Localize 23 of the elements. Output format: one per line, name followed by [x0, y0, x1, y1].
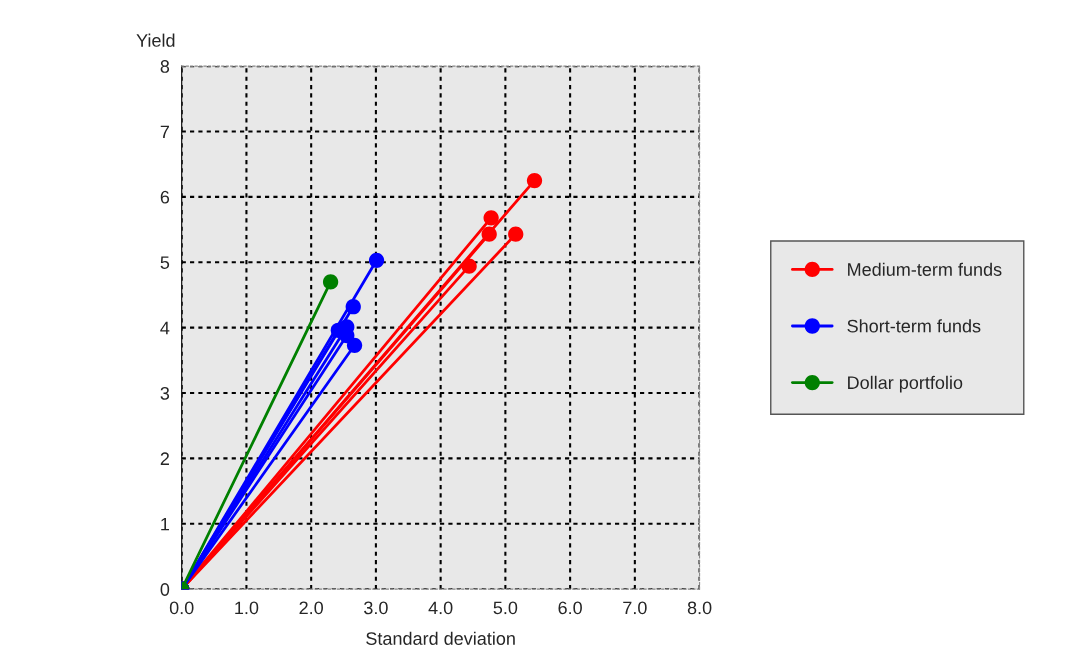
y-tick-label: 6	[160, 190, 170, 204]
x-tick-label: 7.0	[623, 601, 647, 615]
x-tick-label: 8.0	[687, 601, 712, 615]
y-tick-label: 5	[160, 256, 170, 269]
legend-label: Dollar portfolio	[848, 375, 963, 393]
y-tick-label: 7	[160, 125, 169, 139]
x-tick-label: 4.0	[428, 601, 453, 615]
y-tick-label: 0	[160, 583, 170, 596]
x-tick-label: 5.0	[493, 601, 518, 615]
x-tick-label: 6.0	[558, 601, 582, 615]
y-tick-label: 1	[161, 517, 170, 531]
y-tick-label: 3	[160, 386, 170, 400]
y-tick-label: 2	[160, 452, 169, 465]
legend-label: Short-term funds	[847, 319, 981, 333]
y-tick-label: 4	[160, 321, 170, 335]
x-axis-title: Standard deviation	[366, 631, 515, 645]
x-tick-label: 3.0	[364, 601, 388, 615]
legend-label: Medium-term funds	[848, 262, 1002, 276]
y-axis-title: Yield	[136, 33, 175, 47]
y-tick-label: 8	[160, 60, 170, 73]
x-tick-label: 1.0	[235, 601, 259, 615]
x-tick-label: 2.0	[299, 601, 324, 615]
x-tick-label: 0.0	[169, 601, 194, 615]
